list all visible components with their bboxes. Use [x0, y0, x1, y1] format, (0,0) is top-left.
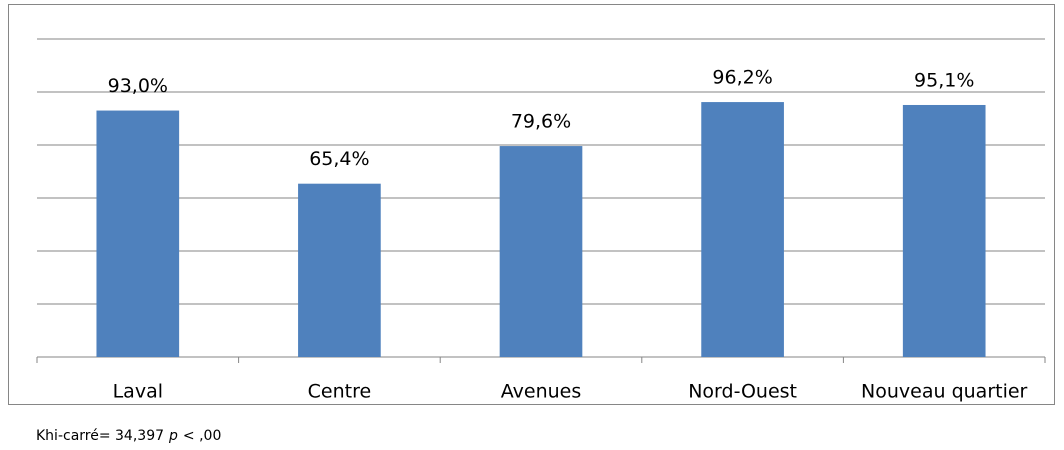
x-tick-label: Centre: [308, 381, 372, 403]
bar: [499, 146, 583, 357]
bar: [701, 102, 784, 357]
bar: [902, 104, 986, 357]
footnote: Khi-carré= 34,397 p < ,00: [36, 428, 221, 444]
x-tick-label: Nord-Ouest: [688, 381, 797, 403]
footnote-text: Khi-carré= 34,397: [36, 428, 164, 444]
bar: [96, 110, 180, 357]
footnote-p: p: [168, 428, 178, 444]
footnote-text: < ,00: [183, 428, 221, 444]
bar: [298, 183, 381, 357]
data-label: 95,1%: [914, 69, 974, 91]
x-tick-label: Laval: [113, 381, 163, 403]
data-label: 65,4%: [309, 148, 369, 170]
x-tick-label: Avenues: [501, 381, 582, 403]
data-label: 96,2%: [712, 67, 772, 89]
x-tick-label: Nouveau quartier: [861, 381, 1028, 403]
data-label: 79,6%: [511, 111, 571, 133]
data-label: 93,0%: [108, 75, 168, 97]
